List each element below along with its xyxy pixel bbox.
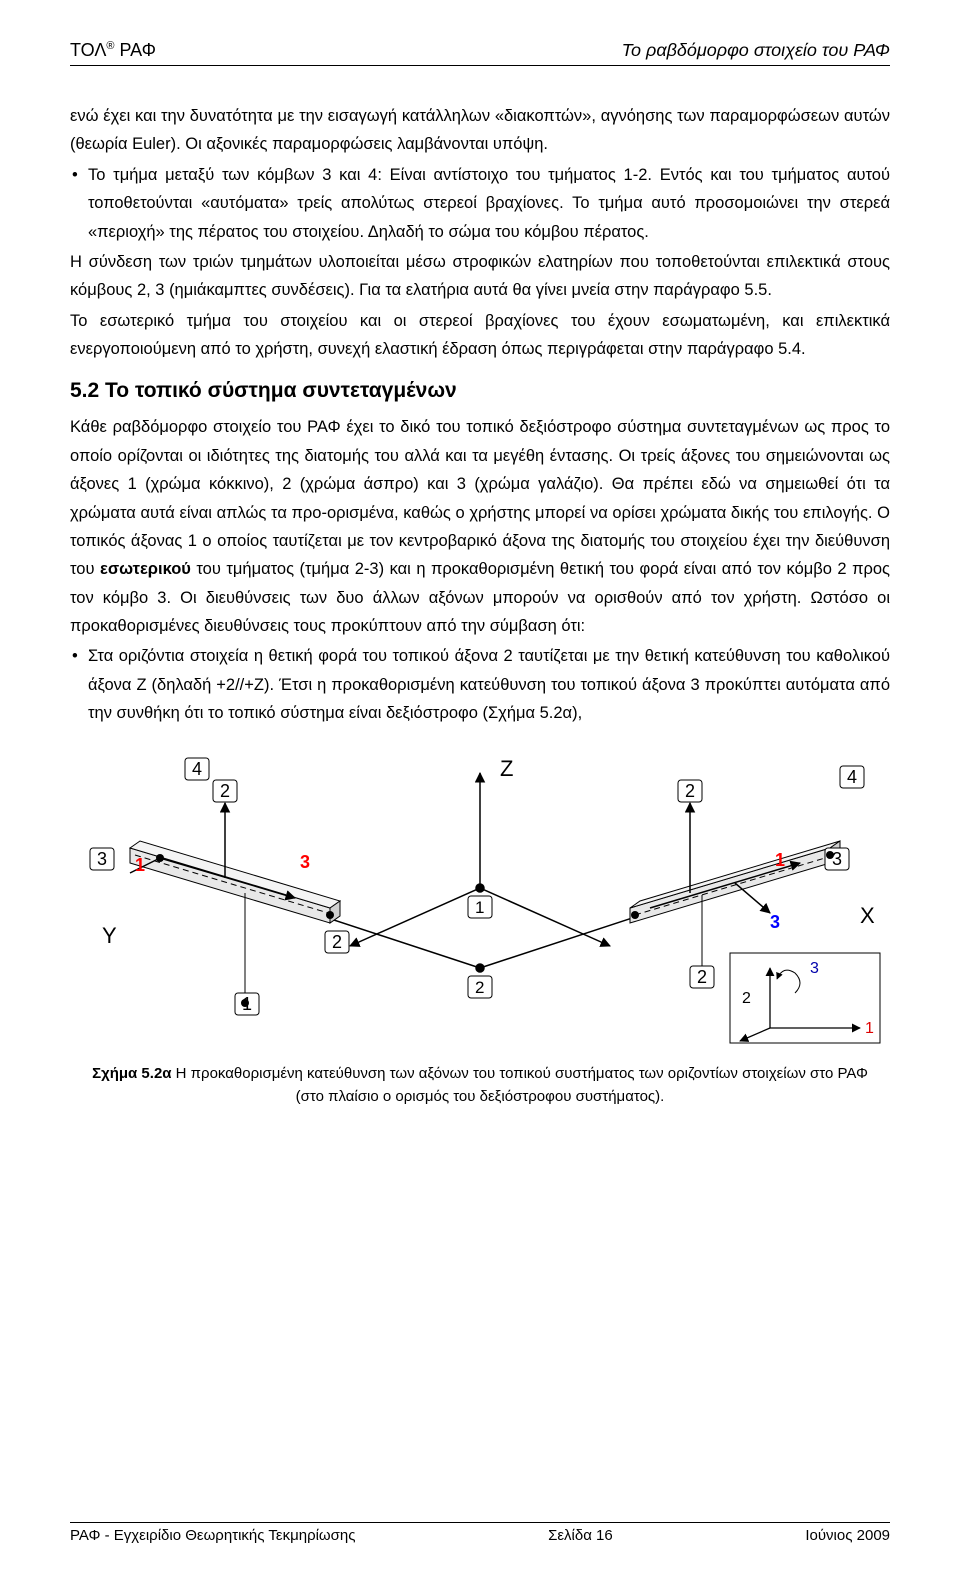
section-title: Το τοπικό σύστημα συντεταγμένων <box>99 379 457 402</box>
bullet-dot: • <box>70 642 88 727</box>
footer-center: Σελίδα 16 <box>548 1527 613 1544</box>
svg-text:1: 1 <box>475 898 484 917</box>
svg-text:1: 1 <box>865 1020 874 1037</box>
svg-text:3: 3 <box>97 849 107 869</box>
footer-right: Ιούνιος 2009 <box>805 1527 890 1544</box>
caption-text: Η προκαθορισμένη κατεύθυνση των αξόνων τ… <box>172 1065 868 1105</box>
bullet-dot: • <box>70 161 88 246</box>
svg-text:3: 3 <box>810 960 819 977</box>
figure-5-2a: Z Y X 1 2 <box>70 748 890 1109</box>
para-4a: Κάθε ραβδόμορφο στοιχείο του ΡΑΦ έχει το… <box>70 418 890 578</box>
page: ΤΟΛ® ΡΑΦ Το ραβδόμορφο στοιχείο του ΡΑΦ … <box>0 0 960 1584</box>
bullet-1-text: Το τμήμα μεταξύ των κόμβων 3 και 4: Είνα… <box>88 166 890 241</box>
header-left: ΤΟΛ® ΡΑΦ <box>70 40 156 61</box>
body-text: ενώ έχει και την δυνατότητα με την εισαγ… <box>70 102 890 728</box>
header-right: Το ραβδόμορφο στοιχείο του ΡΑΦ <box>622 40 890 61</box>
svg-text:3: 3 <box>770 912 780 932</box>
svg-text:1: 1 <box>135 855 145 875</box>
para-4b: του τμήματος (τμήμα 2-3) και η προκαθορι… <box>70 560 890 635</box>
left-beam: 2 4 3 3 1 2 1 <box>90 758 349 1015</box>
para-4-bold: εσωτερικού <box>100 560 191 578</box>
svg-text:2: 2 <box>220 781 230 801</box>
section-num: 5.2 <box>70 379 99 402</box>
caption-bold: Σχήμα 5.2α <box>92 1065 171 1082</box>
header-left-pre: ΤΟΛ <box>70 40 106 60</box>
para-4: Κάθε ραβδόμορφο στοιχείο του ΡΑΦ έχει το… <box>70 413 890 640</box>
svg-text:X: X <box>860 903 875 928</box>
figure-caption: Σχήμα 5.2α Η προκαθορισμένη κατεύθυνση τ… <box>70 1062 890 1109</box>
svg-text:Y: Y <box>102 923 117 948</box>
para-2: Η σύνδεση των τριών τμημάτων υλοποιείται… <box>70 248 890 305</box>
svg-text:3: 3 <box>300 852 310 872</box>
svg-text:1: 1 <box>775 850 785 870</box>
page-footer: ΡΑΦ - Εγχειρίδιο Θεωρητικής Τεκμηρίωσης … <box>70 1522 890 1544</box>
figure-svg: Z Y X 1 2 <box>70 748 890 1048</box>
svg-text:4: 4 <box>192 759 202 779</box>
svg-text:3: 3 <box>832 849 842 869</box>
page-header: ΤΟΛ® ΡΑΦ Το ραβδόμορφο στοιχείο του ΡΑΦ <box>70 40 890 66</box>
para-1: ενώ έχει και την δυνατότητα με την εισαγ… <box>70 102 890 159</box>
section-heading: 5.2 Το τοπικό σύστημα συντεταγμένων <box>70 373 890 409</box>
svg-text:2: 2 <box>475 978 484 997</box>
svg-text:2: 2 <box>332 932 342 952</box>
header-left-post: ΡΑΦ <box>114 40 156 60</box>
footer-left: ΡΑΦ - Εγχειρίδιο Θεωρητικής Τεκμηρίωσης <box>70 1527 355 1544</box>
bullet-2-text: Στα οριζόντια στοιχεία η θετική φορά του… <box>88 647 890 722</box>
para-3: Το εσωτερικό τμήμα του στοιχείου και οι … <box>70 307 890 364</box>
bullet-2: • Στα οριζόντια στοιχεία η θετική φορά τ… <box>70 642 890 727</box>
svg-text:4: 4 <box>847 767 857 787</box>
svg-text:2: 2 <box>685 781 695 801</box>
bullet-1: • Το τμήμα μεταξύ των κόμβων 3 και 4: Εί… <box>70 161 890 246</box>
svg-text:Z: Z <box>500 756 513 781</box>
inset-rhs: 3 1 2 <box>730 953 880 1043</box>
svg-text:2: 2 <box>697 967 707 987</box>
svg-text:2: 2 <box>742 990 751 1007</box>
